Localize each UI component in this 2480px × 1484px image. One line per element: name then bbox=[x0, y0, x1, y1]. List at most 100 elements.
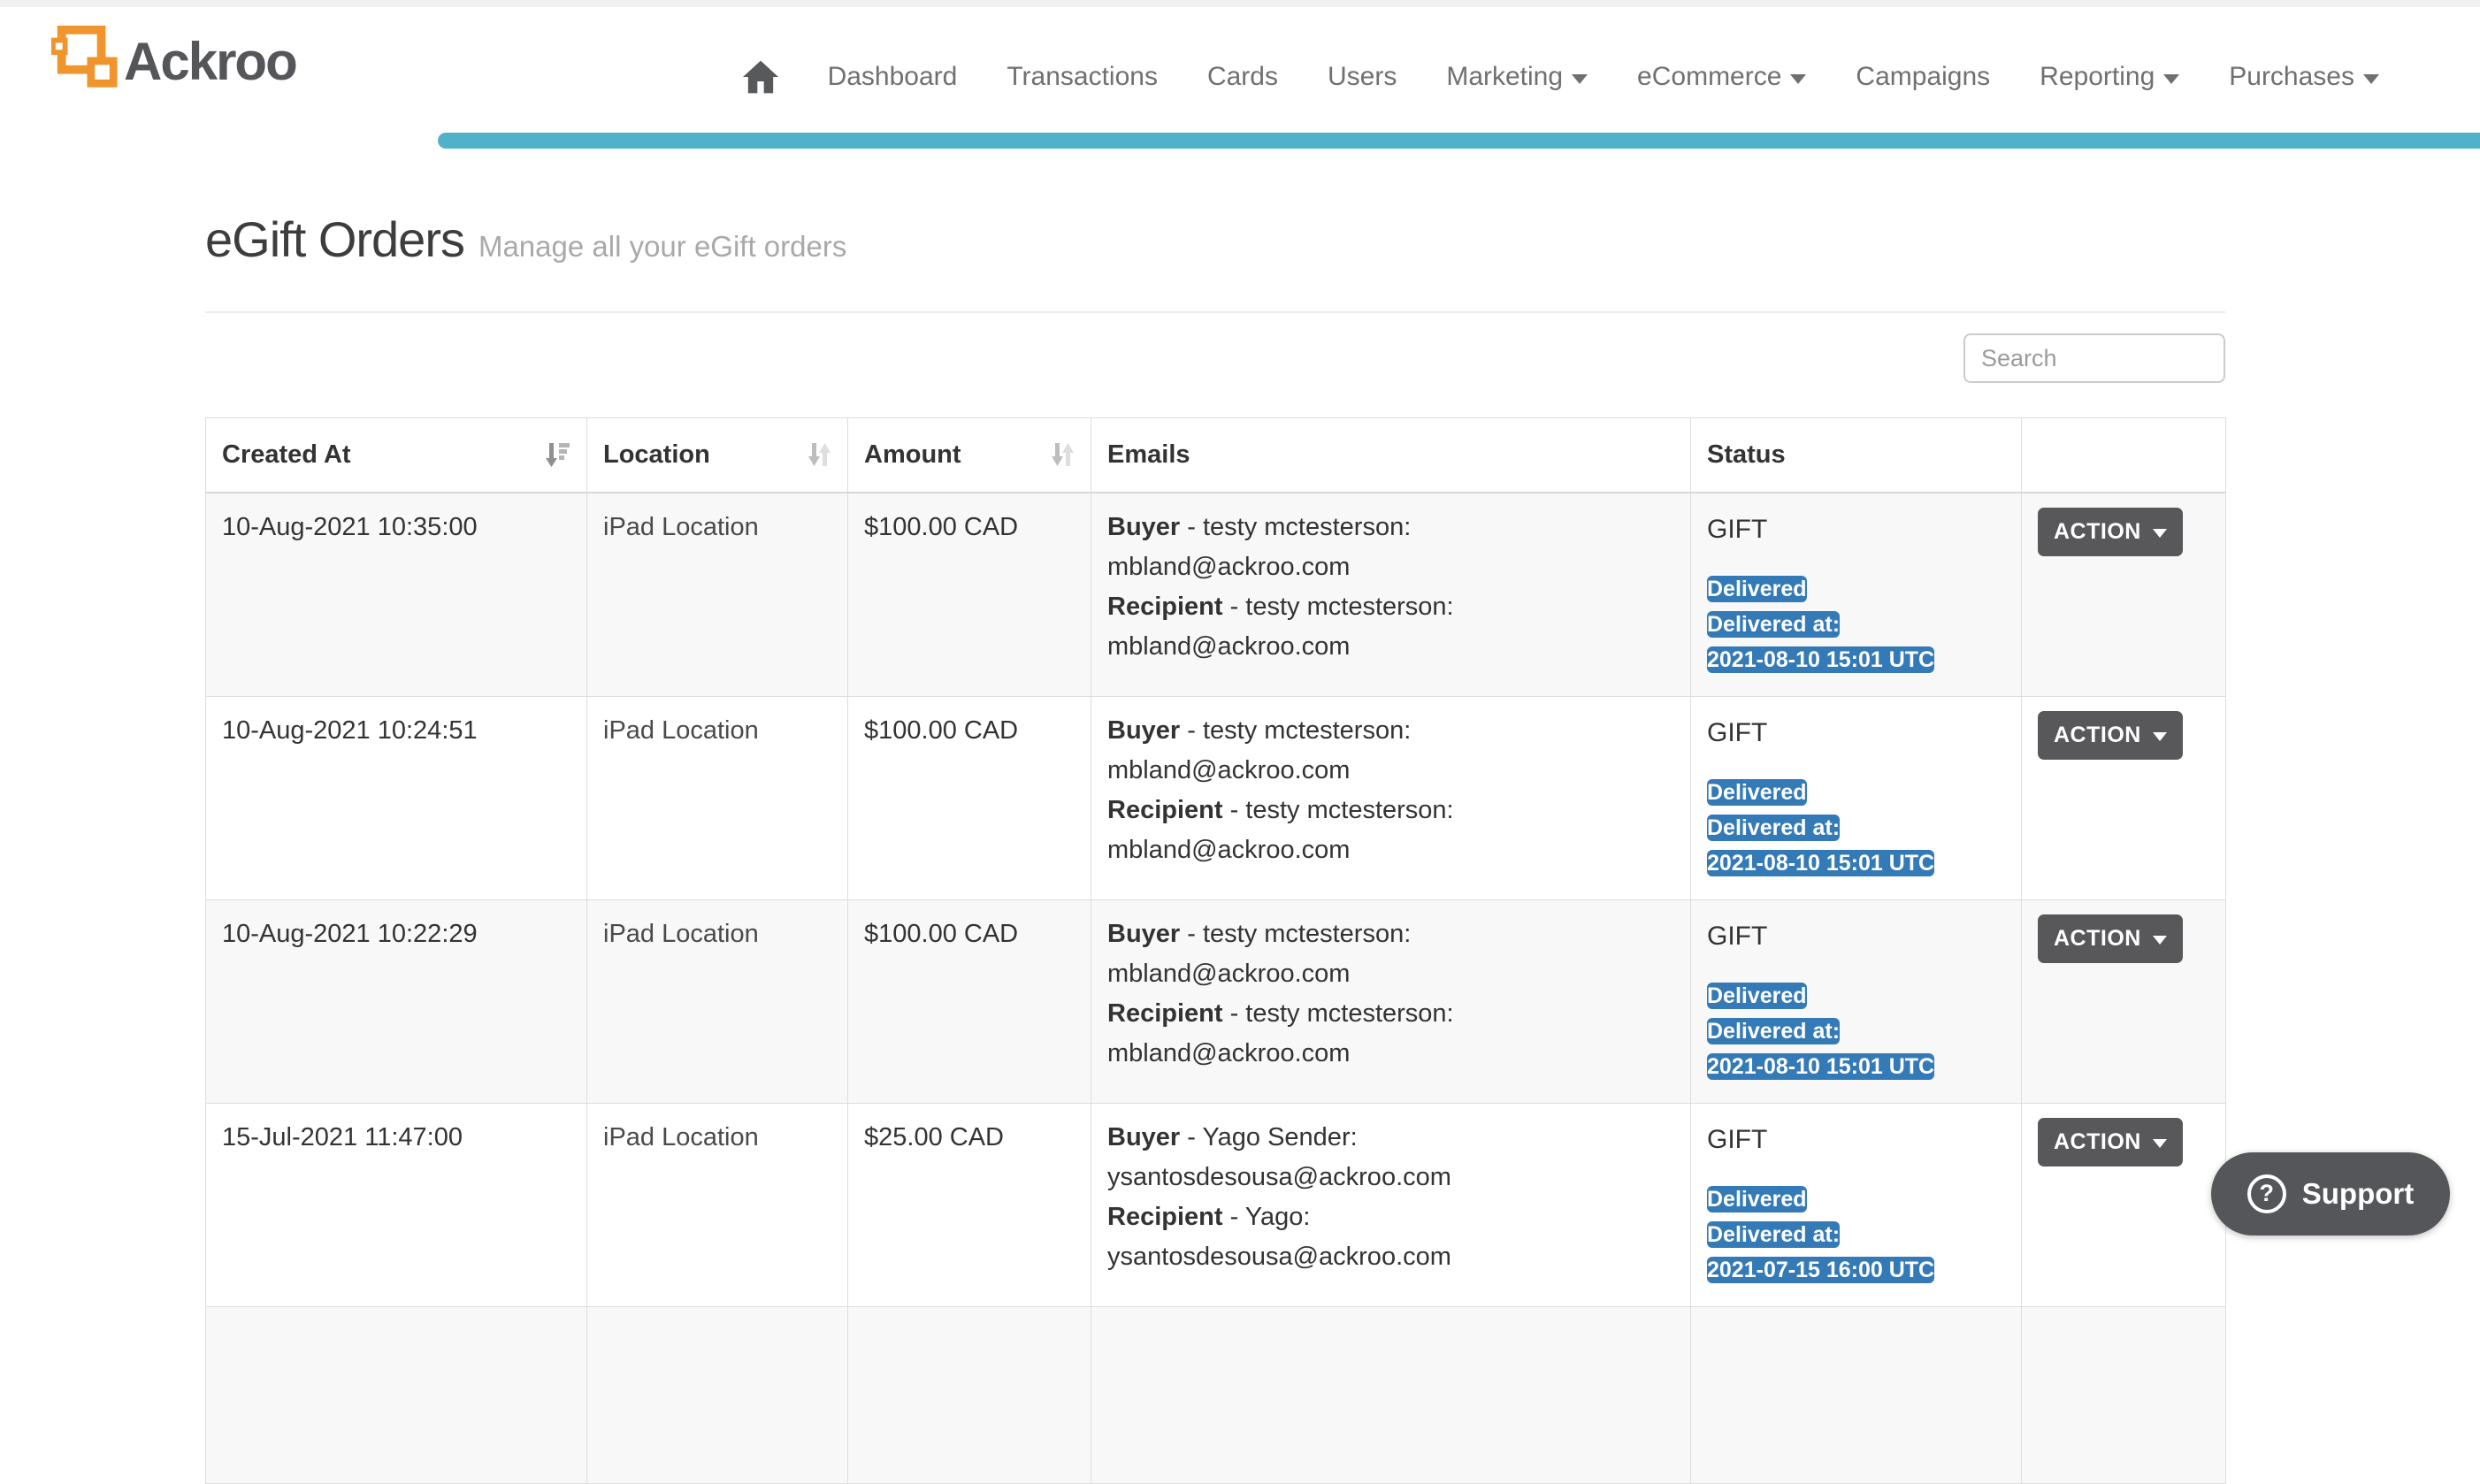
sort-icon bbox=[808, 441, 831, 468]
nav-item-campaigns[interactable]: Campaigns bbox=[1856, 62, 1991, 91]
location-cell: iPad Location bbox=[586, 492, 848, 697]
chevron-down-icon bbox=[2363, 74, 2379, 84]
location-cell: iPad Location bbox=[586, 695, 848, 900]
chevron-down-icon bbox=[1572, 74, 1588, 84]
nav-item-dashboard[interactable]: Dashboard bbox=[827, 62, 958, 91]
created-at-cell: 10-Aug-2021 10:35:00 bbox=[205, 492, 587, 697]
nav-item-users[interactable]: Users bbox=[1327, 62, 1397, 91]
orders-table-body: 10-Aug-2021 10:35:00 iPad Location $100.00… bbox=[205, 492, 2226, 1484]
status-badge: Delivered at: bbox=[1707, 1220, 1841, 1248]
action-button[interactable]: ACTION bbox=[2038, 507, 2183, 556]
recipient-label: Recipient bbox=[1107, 998, 1223, 1028]
home-icon[interactable] bbox=[742, 60, 778, 94]
status-badge: 2021-07-15 16:00 UTC bbox=[1707, 1256, 1935, 1283]
action-button-label: ACTION bbox=[2054, 1128, 2141, 1154]
column-header-created-at[interactable]: Created At bbox=[205, 417, 587, 493]
support-button[interactable]: ? Support bbox=[2211, 1152, 2450, 1235]
brand-name: Ackroo bbox=[124, 32, 298, 91]
column-header-actions bbox=[2021, 417, 2226, 493]
status-cell: GIFT Delivered Delivered at: 2021-08-10 15:… bbox=[1690, 899, 2022, 1104]
brand-logo[interactable]: Ackroo bbox=[50, 25, 298, 98]
table-row bbox=[205, 1305, 2226, 1484]
amount-cell: $100.00 CAD bbox=[847, 492, 1091, 697]
action-button[interactable]: ACTION bbox=[2038, 1117, 2183, 1167]
action-button-label: ACTION bbox=[2054, 518, 2141, 544]
action-cell: ACTION bbox=[2021, 492, 2226, 697]
buyer-label: Buyer bbox=[1107, 1122, 1181, 1151]
chevron-down-icon bbox=[2152, 1138, 2167, 1148]
table-header-row: Created At Location Amount Emails Status bbox=[205, 417, 2226, 493]
status-badge: Delivered at: bbox=[1707, 1017, 1841, 1044]
table-row: 10-Aug-2021 10:35:00 iPad Location $100.00… bbox=[205, 492, 2226, 697]
table-row: 15-Jul-2021 11:47:00 iPad Location $25.00 … bbox=[205, 1102, 2226, 1307]
nav-item-transactions[interactable]: Transactions bbox=[1007, 62, 1158, 91]
nav-item-marketing[interactable]: Marketing bbox=[1446, 62, 1588, 92]
action-button-label: ACTION bbox=[2054, 722, 2141, 747]
chevron-down-icon bbox=[2152, 528, 2167, 538]
column-label: Created At bbox=[222, 440, 351, 469]
buyer-label: Buyer bbox=[1107, 715, 1181, 745]
nav-item-ecommerce[interactable]: eCommerce bbox=[1637, 62, 1807, 92]
action-button[interactable]: ACTION bbox=[2038, 914, 2183, 963]
column-label: Status bbox=[1707, 440, 1786, 469]
amount-cell: $100.00 CAD bbox=[847, 899, 1091, 1104]
table-row: 10-Aug-2021 10:24:51 iPad Location $100.00… bbox=[205, 695, 2226, 900]
order-type-label: GIFT bbox=[1707, 1124, 1768, 1154]
sort-desc-icon bbox=[545, 441, 570, 469]
action-button[interactable]: ACTION bbox=[2038, 710, 2183, 760]
order-type-label: GIFT bbox=[1707, 717, 1768, 747]
order-type-label: GIFT bbox=[1707, 921, 1768, 951]
emails-cell: Buyer - Yago Sender: ysantosdesousa@ackro… bbox=[1091, 1102, 1691, 1307]
recipient-label: Recipient bbox=[1107, 1202, 1223, 1231]
status-cell: GIFT Delivered Delivered at: 2021-08-10 15:… bbox=[1690, 492, 2022, 697]
emails-cell: Buyer - testy mctesterson: mbland@ackroo.… bbox=[1091, 899, 1691, 1104]
status-badge: 2021-08-10 15:01 UTC bbox=[1707, 646, 1935, 673]
page-head: eGift Orders Manage all your eGift orders bbox=[205, 210, 846, 268]
status-badge: Delivered at: bbox=[1707, 814, 1841, 841]
divider bbox=[205, 311, 2225, 313]
navbar: Ackroo Dashboard Transactions Cards Users Ma… bbox=[0, 7, 2480, 147]
sort-icon bbox=[1051, 441, 1075, 468]
status-badge: Delivered bbox=[1707, 575, 1807, 602]
page-title: eGift Orders bbox=[205, 211, 465, 267]
amount-cell: $25.00 CAD bbox=[847, 1102, 1091, 1307]
status-badge: Delivered bbox=[1707, 1185, 1807, 1212]
column-label: Location bbox=[603, 440, 710, 469]
column-label: Amount bbox=[864, 440, 961, 469]
status-badge: 2021-08-10 15:01 UTC bbox=[1707, 1052, 1935, 1080]
buyer-label: Buyer bbox=[1107, 919, 1181, 948]
column-header-amount[interactable]: Amount bbox=[847, 417, 1091, 493]
chevron-down-icon bbox=[2152, 935, 2167, 945]
status-cell: GIFT Delivered Delivered at: 2021-08-10 15:… bbox=[1690, 695, 2022, 900]
search-input[interactable] bbox=[1963, 333, 2225, 383]
emails-cell: Buyer - testy mctesterson: mbland@ackroo.… bbox=[1091, 492, 1691, 697]
top-strip bbox=[0, 0, 2480, 7]
nav-item-cards[interactable]: Cards bbox=[1206, 62, 1278, 91]
nav-item-reporting[interactable]: Reporting bbox=[2040, 62, 2180, 92]
status-badge: 2021-08-10 15:01 UTC bbox=[1707, 849, 1935, 876]
chevron-down-icon bbox=[2152, 731, 2167, 741]
action-cell: ACTION bbox=[2021, 695, 2226, 900]
action-button-label: ACTION bbox=[2054, 925, 2141, 951]
status-badge: Delivered at: bbox=[1707, 610, 1841, 638]
location-cell: iPad Location bbox=[586, 899, 848, 1104]
recipient-label: Recipient bbox=[1107, 592, 1223, 621]
column-header-location[interactable]: Location bbox=[586, 417, 848, 493]
chevron-down-icon bbox=[1790, 74, 1807, 84]
chevron-down-icon bbox=[2163, 74, 2180, 84]
action-cell: ACTION bbox=[2021, 1102, 2226, 1307]
table-row: 10-Aug-2021 10:22:29 iPad Location $100.00… bbox=[205, 899, 2226, 1104]
status-cell: GIFT Delivered Delivered at: 2021-07-15 16:… bbox=[1690, 1102, 2022, 1307]
page-subtitle: Manage all your eGift orders bbox=[478, 230, 847, 263]
created-at-cell: 15-Jul-2021 11:47:00 bbox=[205, 1102, 587, 1307]
order-type-label: GIFT bbox=[1707, 514, 1768, 544]
location-cell: iPad Location bbox=[586, 1102, 848, 1307]
amount-cell: $100.00 CAD bbox=[847, 695, 1091, 900]
column-label: Emails bbox=[1107, 440, 1190, 469]
emails-cell: Buyer - testy mctesterson: mbland@ackroo.… bbox=[1091, 695, 1691, 900]
nav-item-purchases[interactable]: Purchases bbox=[2229, 62, 2379, 92]
orders-table: Created At Location Amount Emails Status 10-… bbox=[205, 417, 2226, 1484]
action-cell: ACTION bbox=[2021, 899, 2226, 1104]
ackroo-squares-icon bbox=[50, 25, 120, 98]
nav-menu: Dashboard Transactions Cards Users Marketing… bbox=[742, 7, 2379, 147]
